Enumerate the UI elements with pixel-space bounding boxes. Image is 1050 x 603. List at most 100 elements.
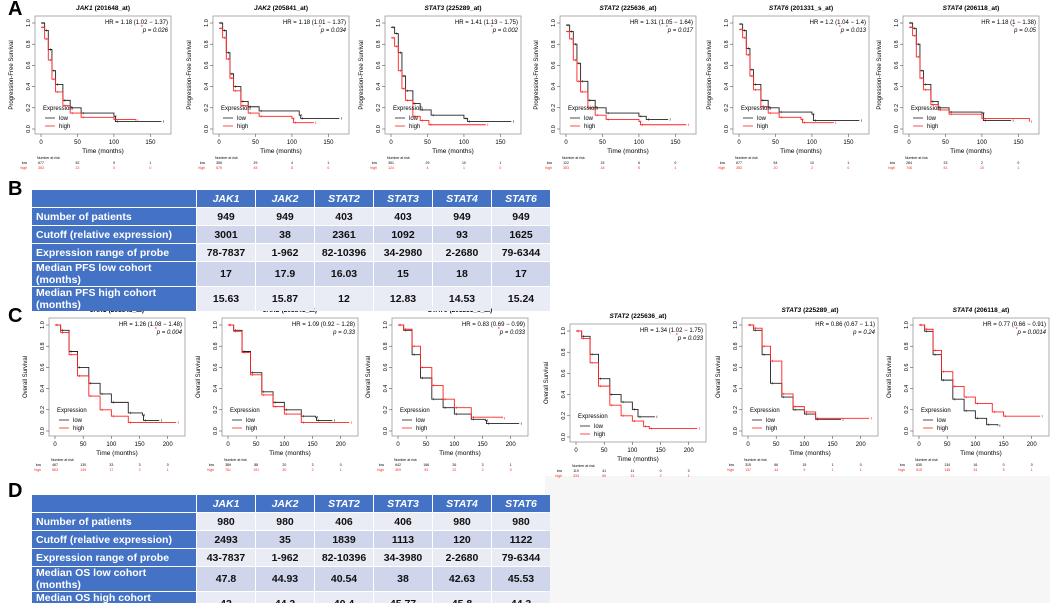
y-tick-label: 1.0 — [204, 19, 210, 27]
table-cell: 79-6344 — [492, 244, 550, 261]
risk-row-label-low: low — [890, 161, 896, 165]
x-tick-label: 0 — [396, 442, 400, 448]
row-label: Cutoff (relative expression) — [32, 226, 196, 243]
risk-count-high: 44 — [774, 468, 778, 472]
risk-count-low: 23 — [944, 161, 948, 165]
probe-id: (225289_at) — [446, 5, 481, 12]
x-tick-label: 200 — [856, 442, 867, 448]
y-axis-label: Overall Survival — [366, 356, 372, 398]
risk-count-low: 0 — [1017, 161, 1019, 165]
table-cell: 949 — [197, 208, 255, 225]
risk-count-low: 29 — [426, 161, 430, 165]
probe-id: (206118_at) — [964, 5, 999, 12]
survival-curve-high — [566, 31, 687, 126]
risk-table-title: Number at risk — [562, 156, 585, 160]
survival-curve-high — [41, 26, 137, 121]
significance-star: * — [155, 327, 157, 333]
y-tick-label: 0.4 — [213, 385, 219, 393]
x-tick-label: 100 — [287, 140, 298, 146]
table-cell: 45.77 — [374, 592, 432, 603]
risk-count-high: 2 — [312, 468, 314, 472]
risk-table-title: Number at risk — [224, 458, 247, 462]
km-plot-a-stat2: STAT2 (225636_at) HR = 1.31 (1.05 − 1.64) *… — [530, 0, 700, 178]
plot-frame — [732, 15, 870, 135]
p-value: *p = 0.026 — [141, 25, 169, 34]
hazard-ratio: HR = 1.2 (1.04 − 1.4) — [810, 20, 866, 26]
risk-row-label-low: low — [900, 463, 906, 467]
risk-count-low: 642 — [395, 463, 401, 467]
x-tick-label: 150 — [495, 140, 506, 146]
legend-label-low: low — [927, 116, 937, 122]
risk-count-low: 389 — [225, 463, 231, 467]
gene-name: STAT2 — [609, 313, 629, 320]
risk-row-label-low: low — [729, 463, 735, 467]
legend-label-low: low — [766, 418, 776, 424]
legend-title: Expression — [568, 106, 598, 112]
plot-title: STAT2 (225636_at) — [609, 313, 666, 320]
x-axis-label: Time (months) — [617, 456, 659, 463]
km-plot-c-stat2: STAT2 (225636_at) HR = 1.34 (1.02 − 1.75) *… — [540, 308, 710, 486]
legend-label-low: low — [594, 424, 604, 430]
significance-star: * — [839, 25, 841, 31]
km-plot-svg: STAT6(201331_s_at)HR = 0.83 (0.69 − 0.99… — [366, 307, 529, 472]
hazard-ratio: HR = 0.83 (0.69 − 0.99) — [462, 322, 525, 328]
table-cell: 980 — [492, 513, 550, 530]
p-value: *p = 0.0014 — [1016, 327, 1047, 336]
x-tick-label: 100 — [807, 140, 818, 146]
p-value: *p = 0.05 — [1012, 25, 1036, 34]
x-axis-label: Time (months) — [789, 450, 831, 457]
hazard-ratio: HR = 1.09 (0.92 − 1.28) — [292, 322, 355, 328]
table-row: Cutoff (relative expression) 2493 35 1839 11… — [32, 531, 550, 548]
table-cell: 1-962 — [256, 549, 314, 566]
table-row: Expression range of probe 78-7837 1-962 82-… — [32, 244, 550, 261]
risk-count-low: 2 — [981, 161, 983, 165]
km-plot-a-stat6: STAT6 (201331_s_at) HR = 1.2 (1.04 − 1.4) *… — [703, 0, 873, 178]
y-tick-label: 0.0 — [561, 433, 567, 441]
x-axis-label: Time (months) — [780, 148, 822, 155]
y-tick-label: 0.8 — [40, 342, 46, 350]
risk-count-low: 284 — [906, 161, 912, 165]
plot-title: STAT6(201331_s_at) — [769, 5, 833, 12]
km-plot-a-stat4: STAT4 (206118_at) HR = 1.18 (1 − 1.38) *p =… — [873, 0, 1043, 178]
hazard-ratio: HR = 0.86 (0.67 − 1.1) — [815, 322, 875, 328]
risk-count-low: 15 — [601, 161, 605, 165]
hazard-ratio: HR = 1.41 (1.13 − 1.75) — [455, 20, 518, 26]
y-tick-label: 0.2 — [733, 406, 739, 414]
significance-star: * — [1016, 327, 1018, 333]
legend-title: Expression — [741, 106, 771, 112]
risk-count-high: 515 — [916, 468, 922, 472]
y-tick-label: 0.4 — [383, 385, 389, 393]
survival-curve-high — [219, 27, 314, 124]
table-cell: 2-2680 — [433, 549, 491, 566]
x-tick-label: 150 — [843, 140, 854, 146]
km-plot-svg: JAK2 (205841_at) HR = 1.18 (1.01 − 1.37)*p… — [187, 5, 350, 170]
risk-count-low: 1 — [327, 161, 329, 165]
y-tick-label: 0.8 — [26, 40, 32, 48]
p-value-text: p = 0.033 — [499, 330, 526, 336]
p-value-text: p = 0.034 — [320, 28, 347, 34]
table-cell: 2493 — [197, 531, 255, 548]
x-tick-label: 50 — [944, 442, 951, 448]
y-tick-label: 0.2 — [376, 104, 382, 112]
legend-title: Expression — [230, 408, 260, 414]
risk-count-low: 0 — [660, 469, 662, 473]
risk-count-low: 635 — [916, 463, 922, 467]
y-tick-label: 0.2 — [724, 104, 730, 112]
km-plot-svg: JAK2(205841_at)HR = 1.09 (0.92 − 1.28)p … — [196, 307, 359, 472]
p-value-text: p = 0.002 — [492, 28, 519, 34]
gene-name: STAT4 — [953, 307, 973, 314]
table-cell: 34-3980 — [374, 549, 432, 566]
column-header: STAT4 — [433, 190, 491, 207]
probe-id: (201648_at) — [95, 5, 130, 12]
x-tick-label: 150 — [323, 140, 334, 146]
x-tick-label: 200 — [336, 442, 347, 448]
risk-table-title: Number at risk — [215, 156, 238, 160]
hazard-ratio: HR = 1.26 (1.08 − 1.48) — [119, 322, 182, 328]
row-label: Cutoff (relative expression) — [32, 531, 196, 548]
risk-row-label-high: high — [377, 468, 384, 472]
legend-label-high: high — [246, 426, 257, 432]
y-tick-label: 0.4 — [724, 83, 730, 91]
y-tick-label: 0.4 — [894, 83, 900, 91]
risk-count-low: 20 — [282, 463, 286, 467]
hazard-ratio: HR = 1.18 (1.02 − 1.37) — [105, 20, 168, 26]
